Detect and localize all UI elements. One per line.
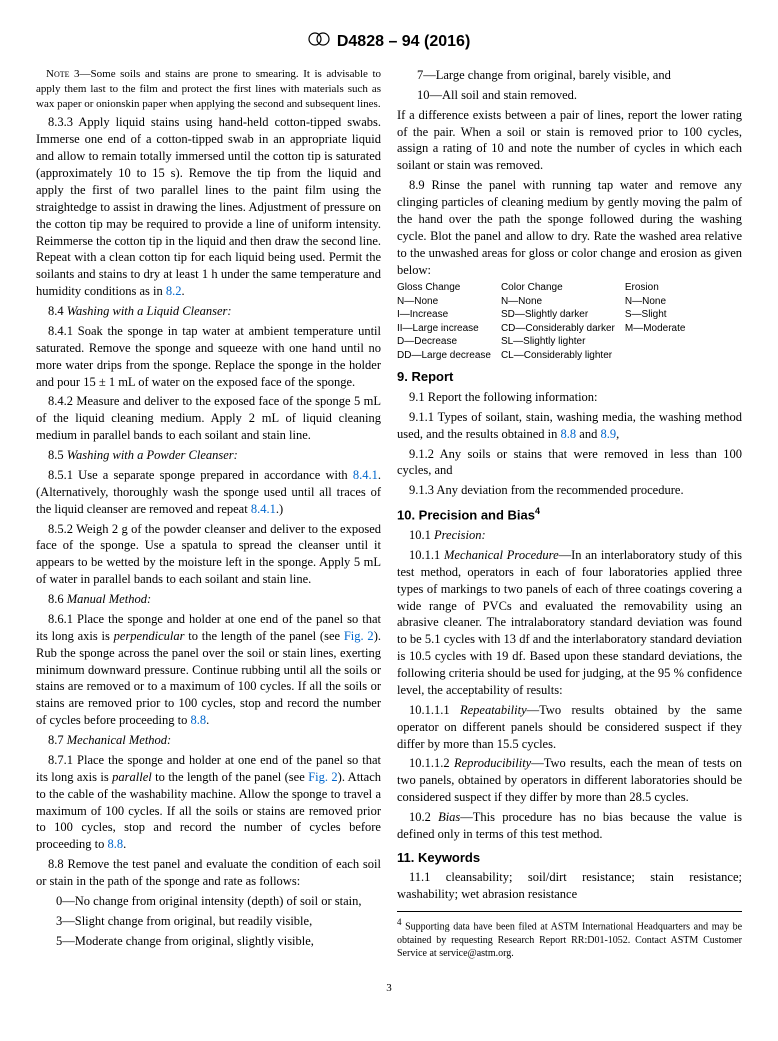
em-mechanical: Mechanical Procedure [444, 548, 559, 562]
ref-8-4-1b: 8.4.1 [251, 502, 276, 516]
em-reproducibility: Reproducibility [454, 756, 531, 770]
header: D4828 – 94 (2016) [36, 28, 742, 55]
th-gloss: Gloss Change [397, 281, 501, 295]
ref-8-9: 8.9 [600, 427, 616, 441]
ref-8-8c: 8.8 [561, 427, 577, 441]
ref-8-4-1a: 8.4.1 [353, 468, 378, 482]
para-8-5-2: 8.5.2 Weigh 2 g of the powder cleanser a… [36, 521, 381, 589]
ref-8-8b: 8.8 [108, 837, 124, 851]
rating-3: 3—Slight change from original, but readi… [36, 913, 381, 930]
para-8-8: 8.8 Remove the test panel and evaluate t… [36, 856, 381, 890]
body-columns: Note 3—Some soils and stains are prone t… [36, 67, 742, 961]
designation: D4828 – 94 (2016) [337, 31, 470, 53]
ref-fig-2a: Fig. 2 [344, 629, 374, 643]
heading-11: 11. Keywords [397, 849, 742, 867]
heading-8-5: 8.5 Washing with a Powder Cleanser: [36, 447, 381, 464]
th-color: Color Change [501, 281, 625, 295]
page-number: 3 [36, 981, 742, 996]
em-repeatability: Repeatability [460, 703, 527, 717]
heading-8-6-title: Manual Method: [67, 592, 151, 606]
heading-8-4-title: Washing with a Liquid Cleanser: [67, 304, 232, 318]
para-8-3-3: 8.3.3 Apply liquid stains using hand-hel… [36, 114, 381, 300]
para-9-1: 9.1 Report the following information: [397, 389, 742, 406]
heading-9: 9. Report [397, 368, 742, 386]
rating-10: 10—All soil and stain removed. [397, 87, 742, 104]
em-perpendicular: perpendicular [114, 629, 185, 643]
ref-8-2: 8.2 [166, 284, 182, 298]
para-10-1-1-2: 10.1.1.2 Reproducibility—Two results, ea… [397, 755, 742, 806]
para-10-2: 10.2 Bias—This procedure has no bias bec… [397, 809, 742, 843]
para-diff: If a difference exists between a pair of… [397, 107, 742, 175]
ref-fig-2b: Fig. 2 [308, 770, 337, 784]
para-8-4-1: 8.4.1 Soak the sponge in tap water at am… [36, 323, 381, 391]
para-8-7-1: 8.7.1 Place the sponge and holder at one… [36, 752, 381, 853]
heading-8-7: 8.7 Mechanical Method: [36, 732, 381, 749]
para-10-1: 10.1 Precision: [397, 527, 742, 544]
rating-5: 5—Moderate change from original, slightl… [36, 933, 381, 950]
astm-logo-icon [308, 28, 330, 55]
page: D4828 – 94 (2016) Note 3—Some soils and … [0, 0, 778, 1024]
para-11-1: 11.1 cleansability; soil/dirt resistance… [397, 869, 742, 903]
para-9-1-2: 9.1.2 Any soils or stains that were remo… [397, 446, 742, 480]
para-10-1-1: 10.1.1 Mechanical Procedure—In an interl… [397, 547, 742, 699]
para-8-4-2: 8.4.2 Measure and deliver to the exposed… [36, 393, 381, 444]
heading-10: 10. Precision and Bias4 [397, 505, 742, 524]
para-10-1-1-1: 10.1.1.1 Repeatability—Two results obtai… [397, 702, 742, 753]
th-erosion: Erosion [625, 281, 696, 295]
footnote-4: 4 Supporting data have been filed at AST… [397, 911, 742, 961]
rating-table: Gloss ChangeColor ChangeErosion N—NoneN—… [397, 281, 695, 362]
note-3: Note 3—Some soils and stains are prone t… [36, 67, 381, 112]
para-9-1-1: 9.1.1 Types of soilant, stain, washing m… [397, 409, 742, 443]
ref-8-8a: 8.8 [190, 713, 206, 727]
em-precision: Precision: [434, 528, 486, 542]
heading-8-5-title: Washing with a Powder Cleanser: [67, 448, 238, 462]
heading-8-4: 8.4 Washing with a Liquid Cleanser: [36, 303, 381, 320]
para-9-1-3: 9.1.3 Any deviation from the recommended… [397, 482, 742, 499]
para-8-6-1: 8.6.1 Place the sponge and holder at one… [36, 611, 381, 729]
para-8-9: 8.9 Rinse the panel with running tap wat… [397, 177, 742, 278]
heading-8-6: 8.6 Manual Method: [36, 591, 381, 608]
heading-8-7-title: Mechanical Method: [67, 733, 171, 747]
rating-0: 0—No change from original intensity (dep… [36, 893, 381, 910]
em-parallel: parallel [112, 770, 152, 784]
em-bias: Bias [438, 810, 460, 824]
para-8-5-1: 8.5.1 Use a separate sponge prepared in … [36, 467, 381, 518]
rating-7: 7—Large change from original, barely vis… [397, 67, 742, 84]
